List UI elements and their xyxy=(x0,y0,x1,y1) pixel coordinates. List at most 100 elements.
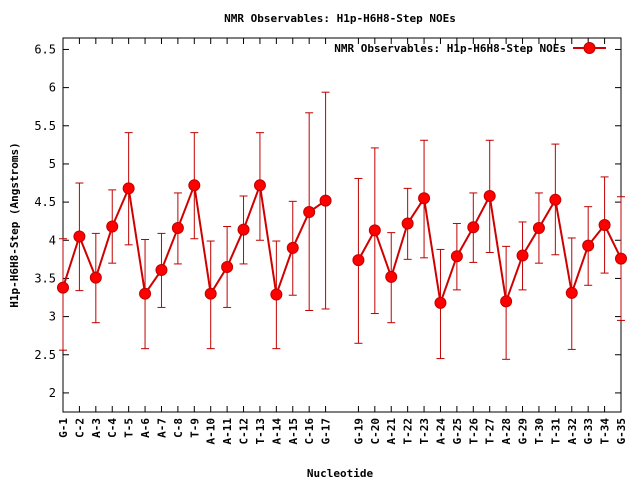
x-tick-label: T-23 xyxy=(418,418,431,445)
data-point xyxy=(401,217,414,230)
data-point xyxy=(500,295,513,308)
series-line xyxy=(275,247,294,295)
series-line xyxy=(373,230,393,278)
series-line xyxy=(94,226,114,278)
x-tick-label: T-30 xyxy=(533,418,546,445)
x-tick-label: G-25 xyxy=(451,418,464,445)
data-point xyxy=(565,286,578,299)
x-tick-label: C-8 xyxy=(172,418,185,438)
x-tick-label: T-22 xyxy=(402,418,415,445)
x-tick-label: G-33 xyxy=(582,418,595,445)
data-point xyxy=(483,189,496,202)
series-line xyxy=(78,236,97,279)
data-point xyxy=(385,270,398,283)
y-tick-label: 6 xyxy=(49,81,56,95)
y-tick-label: 5.5 xyxy=(34,119,56,133)
series-line xyxy=(423,198,442,304)
x-tick-label: A-3 xyxy=(90,418,103,438)
x-tick-label: G-1 xyxy=(57,418,70,438)
series-line xyxy=(160,227,179,271)
series-line xyxy=(439,255,458,304)
x-tick-label: G-29 xyxy=(517,418,530,445)
data-point xyxy=(106,220,119,233)
data-point xyxy=(467,221,480,234)
data-point xyxy=(352,254,365,267)
data-point xyxy=(286,241,299,254)
data-point xyxy=(89,271,102,284)
x-tick-label: G-17 xyxy=(320,418,333,445)
series-line xyxy=(603,224,622,260)
y-axis: 2 2.5 3 3.5 4 4.5 5 5.5 6 6.5 xyxy=(34,42,621,400)
x-tick-label: G-35 xyxy=(615,418,628,445)
x-tick-label: T-5 xyxy=(123,418,136,438)
data-point xyxy=(418,192,431,205)
series-layer xyxy=(57,91,627,360)
data-point xyxy=(171,222,184,235)
series-line xyxy=(193,185,212,294)
series-line xyxy=(570,245,590,294)
data-point xyxy=(253,179,266,192)
x-tick-label: A-15 xyxy=(287,418,300,445)
series-line xyxy=(390,223,409,278)
y-tick-label: 4 xyxy=(49,233,56,247)
y-tick-label: 4.5 xyxy=(34,195,56,209)
series-line xyxy=(111,187,130,227)
data-point xyxy=(615,252,627,265)
data-point xyxy=(450,250,463,263)
x-tick-label: A-7 xyxy=(155,418,168,438)
series-line xyxy=(242,184,261,230)
series-line xyxy=(554,199,573,294)
data-point xyxy=(221,260,234,273)
series-line xyxy=(176,184,196,229)
x-tick-label: T-34 xyxy=(599,418,612,445)
x-tick-label: T-27 xyxy=(484,418,497,445)
series-line xyxy=(258,185,278,295)
y-axis-title: H1p-H6H8-Step (Angstroms) xyxy=(8,142,21,308)
data-point xyxy=(139,287,152,300)
x-tick-label: C-2 xyxy=(73,418,86,438)
data-point xyxy=(270,288,283,301)
data-point xyxy=(122,182,135,195)
legend-marker xyxy=(583,42,596,54)
data-point xyxy=(303,206,316,219)
data-point xyxy=(188,179,201,192)
data-point xyxy=(582,239,595,252)
data-point xyxy=(549,193,562,206)
y-tick-label: 3 xyxy=(49,310,56,324)
x-tick-label: A-28 xyxy=(500,418,513,445)
x-tick-label: A-10 xyxy=(205,418,218,445)
data-point xyxy=(73,230,86,243)
series-line xyxy=(127,188,147,294)
x-axis: G-1 C-2 A-3 C-4 T-5 A-6 A-7 C-8 T-9 A-10 A-11 C-12 T… xyxy=(57,38,628,445)
series-line xyxy=(291,211,311,249)
series-line xyxy=(488,195,508,302)
x-tick-label: T-31 xyxy=(549,418,562,445)
y-tick-label: 2.5 xyxy=(34,348,56,362)
data-point xyxy=(155,264,168,277)
series-line xyxy=(62,236,81,288)
data-point xyxy=(598,219,611,231)
x-tick-label: A-24 xyxy=(434,418,447,445)
x-tick-label: A-21 xyxy=(385,418,398,445)
y-tick-label: 3.5 xyxy=(34,271,56,285)
legend: NMR Observables: H1p-H6H8-Step NOEs xyxy=(334,42,606,55)
data-point xyxy=(368,224,381,237)
data-point xyxy=(434,296,447,309)
x-tick-label: C-16 xyxy=(303,418,316,445)
x-tick-label: C-12 xyxy=(238,418,251,445)
x-tick-label: T-26 xyxy=(467,418,480,445)
series-line xyxy=(505,255,524,302)
x-tick-label: A-32 xyxy=(566,418,579,445)
x-tick-label: A-11 xyxy=(221,418,234,445)
data-point xyxy=(237,223,250,236)
x-tick-label: T-9 xyxy=(188,418,201,438)
data-point xyxy=(532,222,545,235)
data-point xyxy=(204,287,217,300)
y-tick-label: 2 xyxy=(49,386,56,400)
y-tick-label: 5 xyxy=(49,157,56,171)
chart-title: NMR Observables: H1p-H6H8-Step NOEs xyxy=(224,12,456,25)
legend-label: NMR Observables: H1p-H6H8-Step NOEs xyxy=(334,42,566,55)
x-tick-label: G-19 xyxy=(352,418,365,445)
data-point xyxy=(57,281,69,294)
